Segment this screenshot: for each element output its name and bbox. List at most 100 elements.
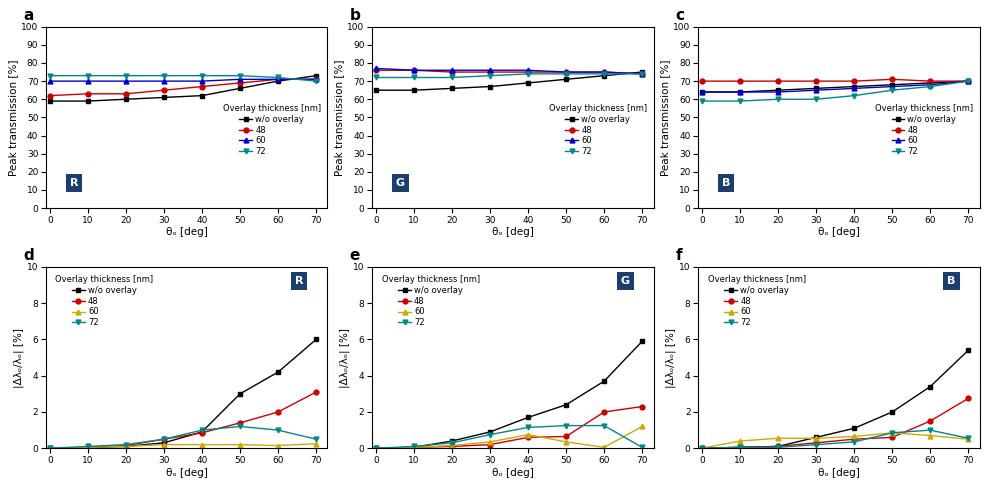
72	[43, 73, 55, 79]
48	[370, 445, 381, 451]
72	[310, 78, 322, 84]
Line: 48: 48	[700, 396, 970, 451]
60	[370, 66, 381, 71]
w/o overlay	[773, 87, 784, 93]
w/o overlay	[196, 93, 207, 99]
w/o overlay	[697, 445, 708, 451]
72	[598, 71, 610, 77]
60	[697, 89, 708, 95]
48	[408, 444, 420, 450]
Line: 72: 72	[373, 71, 644, 80]
72	[560, 423, 572, 429]
w/o overlay	[697, 89, 708, 95]
72	[120, 442, 131, 448]
w/o overlay	[484, 429, 496, 435]
w/o overlay	[636, 69, 648, 75]
72	[196, 427, 207, 433]
72	[446, 440, 457, 446]
w/o overlay	[446, 86, 457, 91]
Legend: w/o overlay, 48, 60, 72: w/o overlay, 48, 60, 72	[705, 273, 808, 330]
48	[272, 76, 284, 82]
48	[598, 69, 610, 75]
48	[522, 434, 534, 440]
72	[522, 424, 534, 430]
w/o overlay	[120, 444, 131, 450]
Text: B: B	[722, 178, 730, 188]
Line: 60: 60	[373, 66, 644, 76]
72	[697, 98, 708, 104]
Text: R: R	[70, 178, 78, 188]
60	[158, 78, 170, 84]
48	[810, 440, 822, 446]
48	[598, 409, 610, 415]
Line: w/o overlay: w/o overlay	[373, 69, 644, 93]
w/o overlay	[598, 378, 610, 384]
60	[446, 443, 457, 449]
w/o overlay	[560, 76, 572, 82]
60	[962, 436, 974, 442]
Text: b: b	[350, 8, 361, 23]
Text: G: G	[395, 178, 405, 188]
w/o overlay	[560, 402, 572, 408]
60	[734, 438, 746, 444]
w/o overlay	[370, 445, 381, 451]
48	[962, 396, 974, 401]
Line: 60: 60	[700, 79, 970, 94]
60	[82, 444, 94, 450]
w/o overlay	[408, 87, 420, 93]
X-axis label: θₒ [deg]: θₒ [deg]	[492, 227, 534, 238]
60	[560, 439, 572, 445]
72	[849, 93, 861, 99]
60	[408, 444, 420, 450]
48	[849, 78, 861, 84]
w/o overlay	[886, 82, 898, 87]
72	[598, 423, 610, 429]
Line: w/o overlay: w/o overlay	[47, 337, 318, 451]
60	[849, 86, 861, 91]
72	[272, 427, 284, 433]
72	[43, 445, 55, 451]
72	[370, 445, 381, 451]
48	[310, 76, 322, 82]
48	[446, 444, 457, 450]
60	[234, 442, 246, 448]
Line: 48: 48	[700, 77, 970, 84]
w/o overlay	[849, 425, 861, 431]
60	[43, 445, 55, 451]
Line: 60: 60	[373, 424, 644, 451]
Line: 72: 72	[47, 73, 318, 84]
48	[158, 87, 170, 93]
72	[370, 74, 381, 80]
72	[158, 73, 170, 79]
Legend: w/o overlay, 48, 60, 72: w/o overlay, 48, 60, 72	[546, 102, 649, 158]
48	[560, 434, 572, 439]
72	[886, 430, 898, 436]
48	[120, 91, 131, 97]
w/o overlay	[408, 444, 420, 450]
60	[598, 69, 610, 75]
72	[962, 78, 974, 84]
60	[484, 439, 496, 445]
48	[120, 443, 131, 449]
60	[810, 435, 822, 441]
Text: d: d	[24, 248, 35, 263]
60	[370, 445, 381, 451]
72	[849, 439, 861, 445]
72	[697, 445, 708, 451]
72	[522, 71, 534, 77]
Text: c: c	[676, 8, 685, 23]
60	[446, 68, 457, 73]
w/o overlay	[925, 80, 937, 86]
X-axis label: θₒ [deg]: θₒ [deg]	[818, 468, 860, 478]
48	[925, 418, 937, 424]
72	[773, 444, 784, 450]
48	[310, 389, 322, 395]
60	[408, 68, 420, 73]
48	[636, 404, 648, 410]
Y-axis label: Peak transmission [%]: Peak transmission [%]	[661, 59, 671, 175]
48	[773, 78, 784, 84]
60	[697, 445, 708, 451]
Line: 72: 72	[47, 424, 318, 451]
Line: 72: 72	[373, 423, 644, 451]
48	[522, 69, 534, 75]
